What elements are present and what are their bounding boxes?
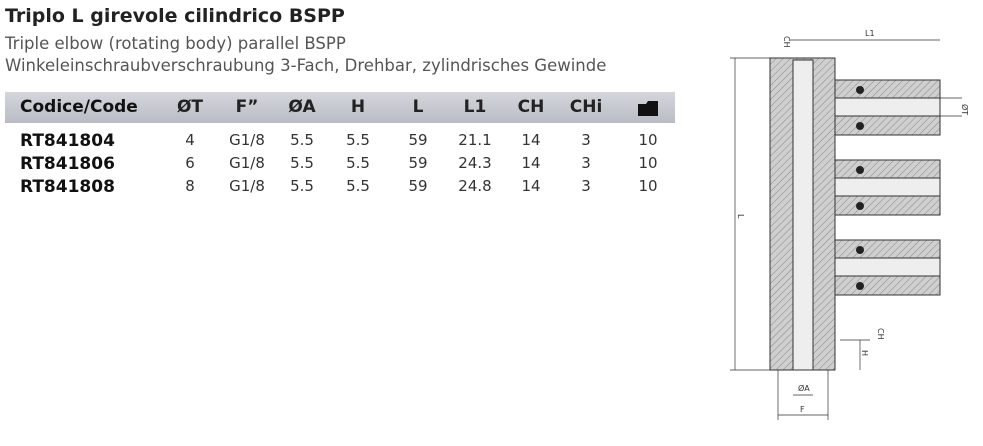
table-cell: 21.1: [458, 131, 492, 149]
dim-label: L1: [865, 29, 875, 38]
column-header: F”: [235, 97, 259, 117]
subtitle: Winkeleinschraubverschraubung 3-Fach, Dr…: [5, 56, 607, 75]
table-cell: 4: [185, 131, 195, 149]
table-cell: 24.3: [458, 154, 492, 172]
table-cell: 14: [521, 177, 541, 195]
dim-label: ØA: [798, 383, 810, 393]
table-cell: 14: [521, 154, 541, 172]
dim-label: H: [860, 350, 869, 356]
table-cell: 3: [581, 177, 591, 195]
dim-label: CH: [876, 328, 885, 340]
column-header: CHi: [569, 97, 603, 117]
table-cell: 3: [581, 154, 591, 172]
table-cell: RT841806: [20, 154, 115, 174]
table-header: Codice/Code ØT F” ØA H L L1 CH CHi: [5, 92, 675, 123]
technical-drawing: CH L1 ØT L H CH ØA F: [730, 29, 970, 420]
table-cell: 59: [408, 177, 428, 195]
box-icon: [638, 101, 658, 116]
table-cell: 3: [581, 131, 591, 149]
column-header: ØA: [288, 97, 316, 117]
table-cell: 5.5: [290, 131, 314, 149]
subtitle: Triple elbow (rotating body) parallel BS…: [5, 34, 346, 53]
table-cell: 6: [185, 154, 195, 172]
title: Triplo L girevole cilindrico BSPP: [5, 5, 345, 27]
table-cell: 5.5: [346, 154, 370, 172]
column-header: L1: [463, 97, 487, 117]
column-header: Codice/Code: [20, 97, 138, 117]
dim-label: L: [736, 214, 745, 219]
table-cell: 10: [638, 131, 658, 149]
table-row: RT841808 8 G1/8 5.5 5.5 59 24.8 14 3 10: [5, 177, 675, 199]
column-header: CH: [517, 97, 545, 117]
table-cell: G1/8: [229, 154, 265, 172]
table-cell: RT841804: [20, 131, 115, 151]
table-cell: 10: [638, 154, 658, 172]
table-cell: 5.5: [346, 177, 370, 195]
column-header: L: [412, 97, 424, 117]
table-cell: 10: [638, 177, 658, 195]
dim-label: CH: [782, 36, 791, 48]
table-row: RT841806 6 G1/8 5.5 5.5 59 24.3 14 3 10: [5, 154, 675, 176]
table-cell: G1/8: [229, 131, 265, 149]
table-cell: 8: [185, 177, 195, 195]
table-cell: 59: [408, 154, 428, 172]
table-cell: 5.5: [346, 131, 370, 149]
column-header: ØT: [176, 97, 204, 117]
table-cell: 5.5: [290, 154, 314, 172]
table-cell: 5.5: [290, 177, 314, 195]
table-cell: G1/8: [229, 177, 265, 195]
table-cell: 24.8: [458, 177, 492, 195]
column-header: H: [350, 97, 366, 117]
dim-label: ØT: [960, 104, 970, 115]
table-cell: 14: [521, 131, 541, 149]
table-row: RT841804 4 G1/8 5.5 5.5 59 21.1 14 3 10: [5, 131, 675, 153]
table-cell: 59: [408, 131, 428, 149]
table-cell: RT841808: [20, 177, 115, 197]
dim-label: F: [800, 405, 805, 414]
